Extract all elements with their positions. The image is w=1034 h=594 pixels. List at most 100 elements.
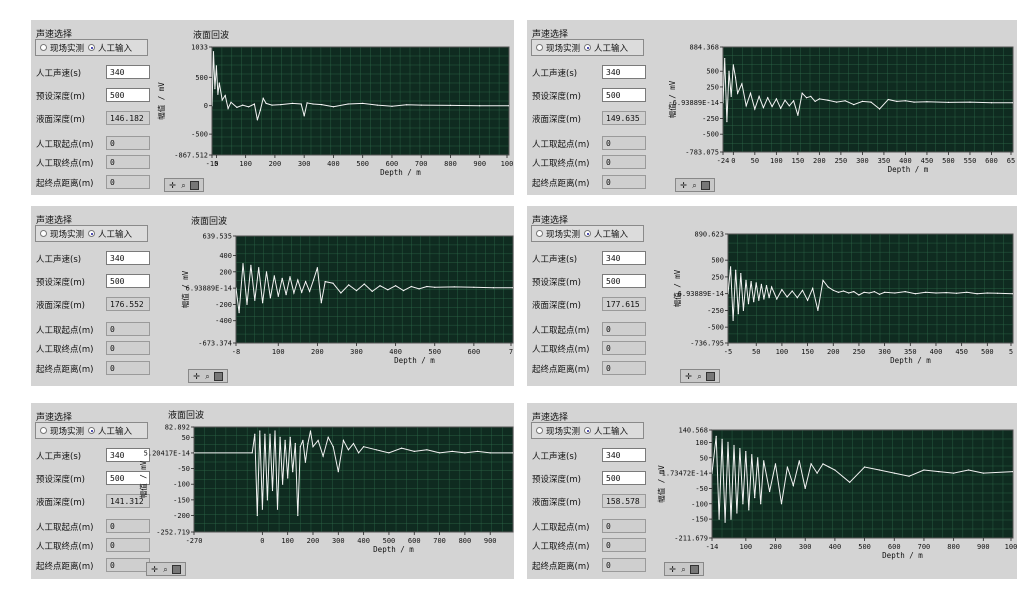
crosshair-cursor-icon[interactable]: ✛ [151,564,158,574]
x-axis-label: Depth / m [882,551,923,560]
liquid-depth-label: 液面深度(m) [532,498,581,508]
sound-speed-field[interactable]: 340 [602,251,646,265]
waveform-point [434,286,436,288]
waveform-point [745,451,747,453]
waveform-point [858,294,860,296]
zoom-icon[interactable]: ⌕ [692,180,697,190]
radio-manual-input[interactable]: 人工输入 [584,228,628,240]
waveform-point [303,115,305,117]
sound-speed-field[interactable]: 340 [106,448,150,462]
waveform-point [842,290,845,292]
pan-hand-icon[interactable] [172,564,181,574]
pan-hand-icon[interactable] [214,371,223,381]
start-end-distance-label: 起终点距离(m) [532,365,590,375]
radio-field-measured[interactable]: 现场实测 [536,42,580,54]
waveform-point [420,104,422,106]
graph-palette-toolbar: ✛ ⌕ [188,369,228,383]
zoom-icon[interactable]: ⌕ [697,371,702,381]
waveform-point [730,518,732,520]
x-tick-label: 250 [853,348,866,356]
preset-depth-field[interactable]: 500 [602,88,646,102]
pan-hand-icon[interactable] [706,371,715,381]
waveform-point [807,299,809,301]
crosshair-cursor-icon[interactable]: ✛ [669,564,676,574]
sound-speed-field[interactable]: 340 [602,65,646,79]
radio-field-measured[interactable]: 现场实测 [40,425,84,437]
waveform-point [464,452,466,454]
waveform-point [873,291,875,293]
waveform-point [317,439,319,441]
waveform-point [320,302,322,304]
liquid-depth-label: 液面深度(m) [36,301,85,311]
x-tick-label: 400 [899,157,912,165]
zoom-icon[interactable]: ⌕ [681,564,686,574]
radio-field-label: 现场实测 [546,229,581,240]
radio-manual-input[interactable]: 人工输入 [88,228,132,240]
waveform-point [342,439,344,441]
waveform-point [953,472,955,474]
crosshair-cursor-icon[interactable]: ✛ [685,371,692,381]
pan-hand-icon[interactable] [701,180,710,190]
waveform-point [312,446,314,448]
crosshair-cursor-icon[interactable]: ✛ [193,371,200,381]
waveform-point [238,312,240,314]
pan-hand-icon[interactable] [190,180,199,190]
waveform-point [269,433,271,435]
y-tick-label: -673.374 [198,340,232,348]
waveform-point [827,286,829,288]
radio-manual-input[interactable]: 人工输入 [88,425,132,437]
control-sidebar: 声速选择 现场实测 人工输入 人工声速(s) 340 预设深度(m) 500 液面深度(m) 1… [527,20,652,195]
preset-depth-field[interactable]: 500 [602,274,646,288]
liquid-depth-label: 液面深度(m) [36,498,85,508]
zoom-icon[interactable]: ⌕ [205,371,210,381]
radio-manual-label: 人工输入 [594,43,629,54]
radio-manual-input[interactable]: 人工输入 [584,42,628,54]
preset-depth-field[interactable]: 500 [106,471,150,485]
waveform-point [347,449,349,451]
liquid-depth-field: 176.552 [106,297,150,311]
crosshair-cursor-icon[interactable]: ✛ [680,180,687,190]
waveform-point [256,119,258,121]
y-tick-label: -500 [191,131,208,139]
sound-speed-field[interactable]: 340 [106,251,150,265]
manual-end-label: 人工取终点(m) [532,542,590,552]
zoom-icon[interactable]: ⌕ [163,564,168,574]
y-tick-label: -200 [215,301,232,309]
waveform-point [248,106,250,108]
speed-section-title: 声速选择 [36,216,73,226]
grid [236,236,513,343]
speed-section-title: 声速选择 [36,30,73,40]
radio-field-measured[interactable]: 现场实测 [536,228,580,240]
preset-depth-field[interactable]: 500 [106,274,150,288]
sound-speed-field[interactable]: 340 [106,65,150,79]
x-tick-label: 200 [769,543,782,551]
waveform-point [853,291,855,293]
preset-depth-field[interactable]: 500 [106,88,150,102]
y-tick-label: 50 [700,454,708,462]
preset-depth-label: 预设深度(m) [532,278,581,288]
preset-depth-field[interactable]: 500 [602,471,646,485]
waveform-point [724,58,726,60]
sound-speed-field[interactable]: 340 [602,448,646,462]
waveform-point [832,289,834,291]
manual-end-field: 0 [602,538,646,552]
waveform-point [332,446,334,448]
radio-manual-input[interactable]: 人工输入 [584,425,628,437]
x-tick-label: 150 [801,348,814,356]
radio-field-measured[interactable]: 现场实测 [40,42,84,54]
radio-field-measured[interactable]: 现场实测 [40,228,84,240]
x-tick-label: 400 [357,537,370,545]
waveform-point [728,293,729,295]
crosshair-cursor-icon[interactable]: ✛ [169,180,176,190]
x-tick-label: 300 [332,537,345,545]
radio-manual-input[interactable]: 人工输入 [88,42,132,54]
x-tick-label: 200 [269,160,282,168]
zoom-icon[interactable]: ⌕ [181,180,186,190]
radio-field-measured[interactable]: 现场实测 [536,425,580,437]
pan-hand-icon[interactable] [690,564,699,574]
y-tick-label: -150 [691,516,708,524]
echo-chart: 890.623 500 250 6.93889E-14 -250 -500 -736.795… [672,231,1014,365]
y-tick-label: -400 [215,317,232,325]
waveform-point [322,455,324,457]
x-axis-label: Depth / m [373,545,414,554]
